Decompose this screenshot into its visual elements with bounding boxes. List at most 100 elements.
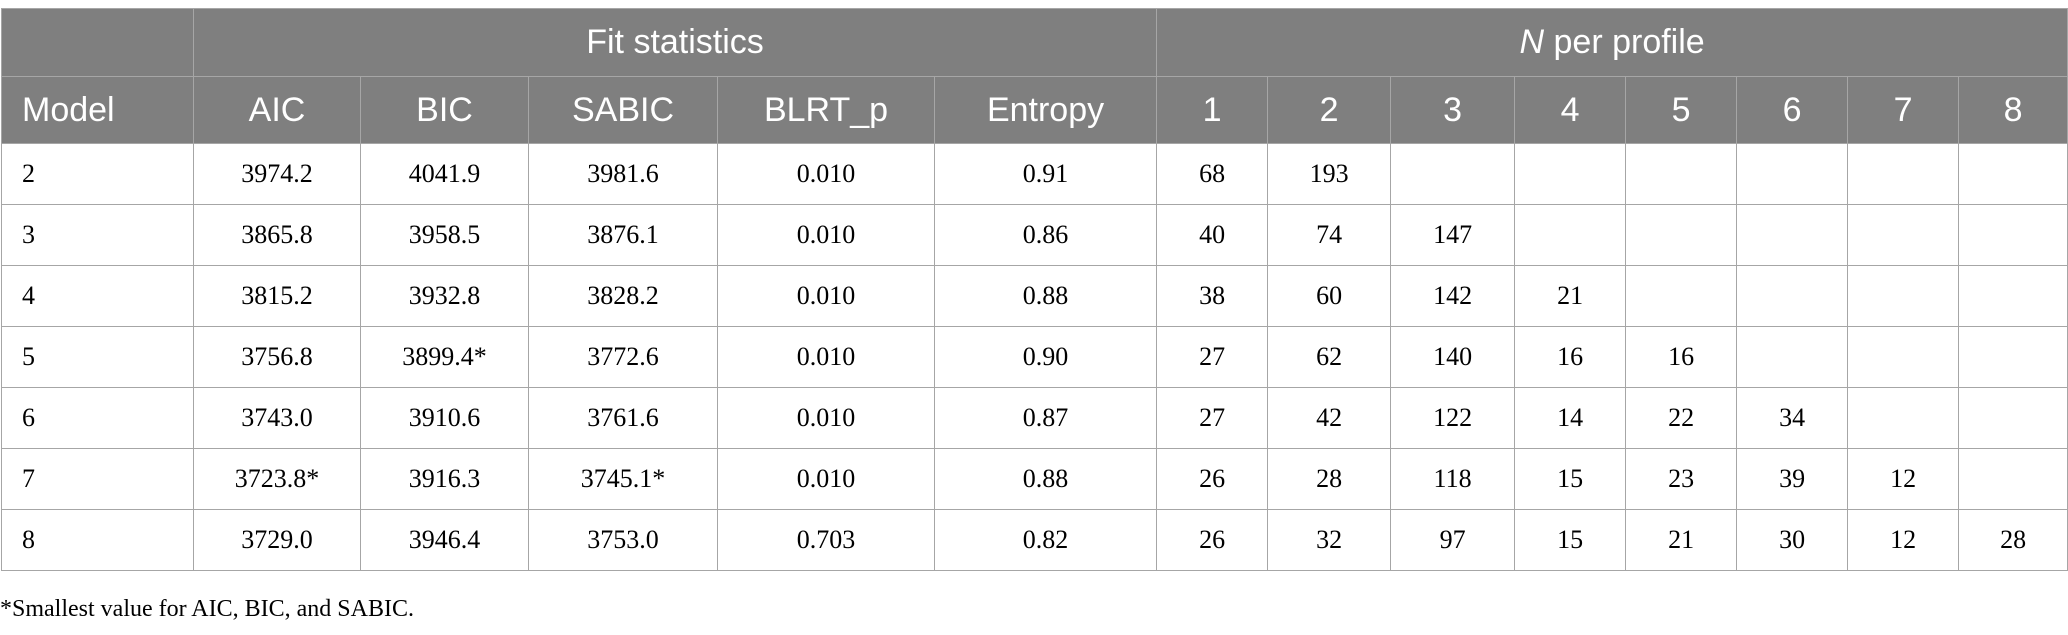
table-row: 5 3756.8 3899.4* 3772.6 0.010 0.90 27 62 140 16 16	[1, 326, 2068, 388]
table-cell	[1736, 204, 1849, 266]
table-cell: 3946.4	[360, 509, 529, 571]
table-cell	[1958, 326, 2068, 388]
table-cell: 193	[1267, 143, 1392, 205]
table-cell: 28	[1267, 448, 1392, 510]
table-cell: 26	[1156, 509, 1269, 571]
fit-statistics-table: Fit statistics N per profile Model AIC BIC…	[1, 8, 2068, 571]
table-cell: 28	[1958, 509, 2068, 571]
table-cell: 3772.6	[528, 326, 718, 388]
table-cell: 12	[1847, 448, 1960, 510]
table-cell: 0.91	[933, 143, 1158, 205]
table-cell	[1847, 204, 1960, 266]
table-cell: 0.87	[933, 387, 1158, 449]
table-cell: 147	[1390, 204, 1516, 266]
table-cell: 38	[1156, 265, 1269, 327]
table-cell: 3761.6	[528, 387, 718, 449]
column-header: 8	[1958, 76, 2068, 144]
table-cell: 60	[1267, 265, 1392, 327]
table-cell: 27	[1156, 387, 1269, 449]
table-cell: 12	[1847, 509, 1960, 571]
per-profile-text: per profile	[1544, 23, 1705, 61]
table-cell: 3815.2	[193, 265, 361, 327]
table-cell: 0.88	[933, 265, 1158, 327]
table-cell: 21	[1514, 265, 1627, 327]
table-cell: 97	[1390, 509, 1516, 571]
model-cell: 7	[1, 448, 194, 510]
table-cell: 3865.8	[193, 204, 361, 266]
column-header: 4	[1514, 76, 1627, 144]
table-cell: 142	[1390, 265, 1516, 327]
table-cell: 23	[1625, 448, 1738, 510]
column-header: 1	[1156, 76, 1269, 144]
table-body: 2 3974.2 4041.9 3981.6 0.010 0.91 68 193 3 3865.8…	[1, 143, 2068, 571]
column-header: BIC	[360, 76, 529, 144]
model-cell: 4	[1, 265, 194, 327]
table-cell	[1736, 143, 1849, 205]
column-header: 5	[1625, 76, 1738, 144]
table-cell: 0.703	[717, 509, 935, 571]
empty-header-cell	[1, 8, 194, 77]
table-cell	[1958, 143, 2068, 205]
table-cell	[1847, 387, 1960, 449]
fit-statistics-table-container: Fit statistics N per profile Model AIC BIC…	[0, 8, 2068, 571]
table-cell	[1847, 265, 1960, 327]
column-header: 7	[1847, 76, 1960, 144]
n-italic: N	[1519, 23, 1545, 61]
table-cell: 3723.8*	[193, 448, 361, 510]
table-cell	[1736, 265, 1849, 327]
table-cell: 3910.6	[360, 387, 529, 449]
footnote: *Smallest value for AIC, BIC, and SABIC.	[0, 596, 414, 622]
table-cell: 32	[1267, 509, 1392, 571]
table-cell	[1958, 265, 2068, 327]
column-header: AIC	[193, 76, 361, 144]
table-cell: 0.90	[933, 326, 1158, 388]
table-cell: 3981.6	[528, 143, 718, 205]
model-cell: 5	[1, 326, 194, 388]
table-cell: 0.010	[717, 387, 935, 449]
table-cell: 3828.2	[528, 265, 718, 327]
column-header: 2	[1267, 76, 1392, 144]
column-header-row: Model AIC BIC SABIC BLRT_p Entropy 1 2 3 4 5 6 7 8	[1, 76, 2068, 144]
table-cell: 3756.8	[193, 326, 361, 388]
table-cell: 16	[1514, 326, 1627, 388]
table-cell: 34	[1736, 387, 1849, 449]
table-cell: 4041.9	[360, 143, 529, 205]
table-cell: 122	[1390, 387, 1516, 449]
table-cell: 0.010	[717, 265, 935, 327]
table-cell	[1514, 143, 1627, 205]
table-cell	[1847, 326, 1960, 388]
table-row: 2 3974.2 4041.9 3981.6 0.010 0.91 68 193	[1, 143, 2068, 205]
table-cell: 14	[1514, 387, 1627, 449]
table-cell: 68	[1156, 143, 1269, 205]
table-cell	[1625, 204, 1738, 266]
table-row: 7 3723.8* 3916.3 3745.1* 0.010 0.88 26 28 118 15 2…	[1, 448, 2068, 510]
model-column-header: Model	[1, 76, 194, 144]
table-cell: 30	[1736, 509, 1849, 571]
table-cell: 3743.0	[193, 387, 361, 449]
table-cell	[1736, 326, 1849, 388]
table-cell: 16	[1625, 326, 1738, 388]
table-cell: 0.88	[933, 448, 1158, 510]
table-cell: 3974.2	[193, 143, 361, 205]
table-cell: 118	[1390, 448, 1516, 510]
model-cell: 8	[1, 509, 194, 571]
table-row: 6 3743.0 3910.6 3761.6 0.010 0.87 27 42 122 14 22 3…	[1, 387, 2068, 449]
table-cell: 3753.0	[528, 509, 718, 571]
column-header: 6	[1736, 76, 1849, 144]
table-cell	[1958, 204, 2068, 266]
model-cell: 3	[1, 204, 194, 266]
table-cell: 15	[1514, 448, 1627, 510]
table-cell: 0.82	[933, 509, 1158, 571]
table-cell: 26	[1156, 448, 1269, 510]
table-cell: 22	[1625, 387, 1738, 449]
table-cell: 3958.5	[360, 204, 529, 266]
table-cell: 42	[1267, 387, 1392, 449]
table-cell: 40	[1156, 204, 1269, 266]
table-cell: 3745.1*	[528, 448, 718, 510]
column-header: Entropy	[933, 76, 1158, 144]
table-cell: 27	[1156, 326, 1269, 388]
group-header-row: Fit statistics N per profile	[1, 8, 2068, 77]
table-cell: 0.010	[717, 143, 935, 205]
table-cell: 0.010	[717, 448, 935, 510]
table-cell	[1958, 387, 2068, 449]
